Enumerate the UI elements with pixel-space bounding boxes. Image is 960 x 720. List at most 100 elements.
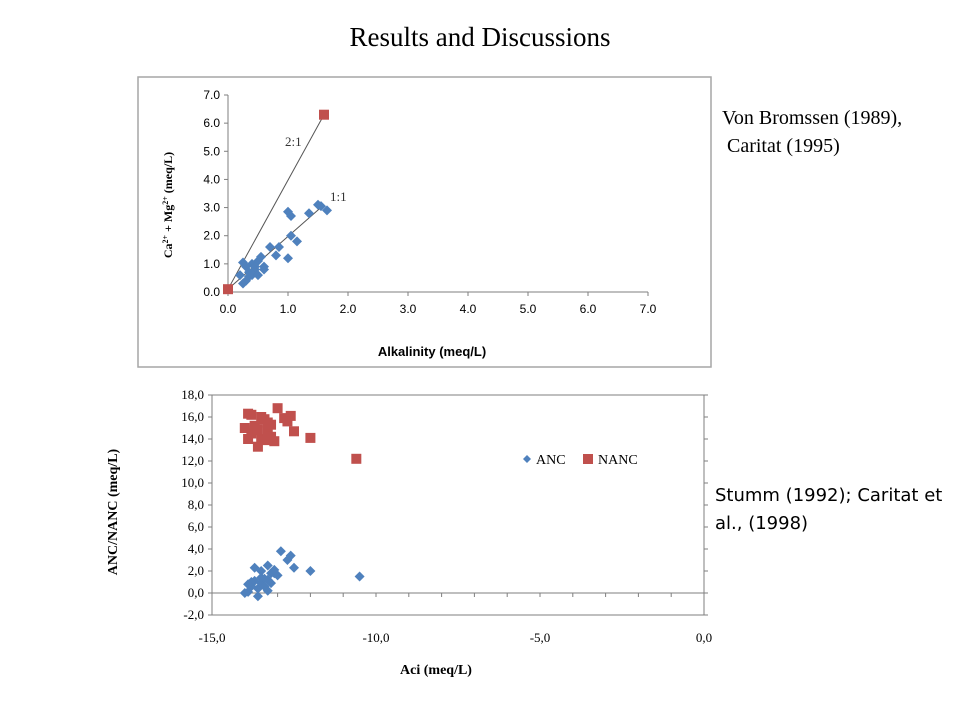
chart2-nanc-point — [262, 426, 273, 437]
chart2-anc-point — [252, 591, 263, 602]
chart2-nanc-point — [351, 453, 362, 464]
chart1-x-tick-label: 3.0 — [400, 302, 417, 316]
chart2-nanc-point — [256, 412, 267, 422]
chart1-annotation-1-1: 1:1 — [330, 189, 347, 204]
chart1-point — [253, 270, 263, 281]
chart1-point — [316, 201, 326, 212]
chart2-nanc-point — [285, 410, 296, 421]
chart2-y-tick-label: 8,0 — [188, 497, 204, 512]
chart1-x-axis-label: Alkalinity (meq/L) — [378, 344, 486, 359]
chart1-point — [238, 278, 248, 289]
chart1-point — [259, 264, 269, 275]
chart2-axes: -2,0 0,0 2,0 4,0 6,0 8,0 10,0 12,0 14,0 16,0 18,0 -… — [181, 387, 712, 645]
legend-nanc-label: NANC — [598, 453, 638, 468]
chart2-y-axis-label: ANC/NANC (meq/L) — [106, 448, 121, 575]
chart1-y-tick-label: 7.0 — [203, 88, 220, 102]
chart2-anc-point — [275, 546, 286, 557]
chart2-x-axis-label: Aci (meq/L) — [400, 663, 472, 678]
page-title: Results and Discussions — [349, 22, 611, 52]
chart2-x-tick-label: -5,0 — [530, 630, 551, 645]
chart2-anc-point — [354, 571, 365, 582]
chart1-point — [274, 241, 284, 252]
chart1-point — [292, 236, 302, 247]
chart1-y-tick-label: 1.0 — [203, 257, 220, 271]
chart1-point — [283, 253, 293, 264]
chart1-point — [304, 208, 314, 219]
chart1-point — [235, 270, 245, 281]
chart1-x-tick-label: 7.0 — [640, 302, 657, 316]
chart1-point — [223, 284, 233, 295]
chart1-y-tick-label: 5.0 — [203, 144, 220, 158]
chart1-x-tick-label: 1.0 — [280, 302, 297, 316]
chart2-nanc-point — [243, 434, 254, 444]
chart1-y-tick-label: 2.0 — [203, 229, 220, 243]
chart2-anc-point — [289, 562, 299, 573]
chart1-point — [322, 205, 332, 216]
chart1-x-tick-label: 6.0 — [580, 302, 597, 316]
chart1-x-tick-label: 0.0 — [220, 302, 237, 316]
chart1-point — [271, 250, 281, 261]
chart2-nanc-point — [272, 403, 283, 414]
chart1-x-tick-label: 5.0 — [520, 302, 537, 316]
chart2-anc-point — [256, 566, 267, 576]
chart2-y-tick-label: -2,0 — [183, 607, 204, 622]
chart2-anc-point — [266, 578, 277, 589]
legend-anc-label: ANC — [536, 453, 566, 468]
chart2-anc-point — [239, 588, 250, 598]
chart2-y-tick-label: 12,0 — [181, 453, 204, 468]
chart1-y-tick-label: 0.0 — [203, 285, 220, 299]
chart2-y-tick-label: 10,0 — [181, 475, 204, 490]
reference-top-line-1: Von Bromssen (1989), — [722, 107, 903, 129]
chart2-x-tick-label: -10,0 — [362, 630, 389, 645]
chart1-y-tick-label: 4.0 — [203, 172, 220, 186]
chart2-y-tick-label: 6,0 — [188, 519, 204, 534]
chart1-point — [319, 109, 329, 120]
chart2-points — [239, 403, 365, 602]
chart1-point — [265, 241, 275, 252]
chart2-y-tick-label: 14,0 — [181, 431, 204, 446]
reference-top-line-2: Caritat (1995) — [722, 135, 840, 157]
chart1-y-tick-label: 6.0 — [203, 116, 220, 130]
chart2-nanc-point — [252, 424, 263, 435]
chart2-plot-area — [211, 394, 705, 616]
chart2-x-tick-label: 0,0 — [696, 630, 712, 645]
chart2-anc-point — [282, 555, 293, 565]
chart1-point — [286, 230, 296, 241]
chart1-point — [250, 261, 260, 272]
chart2-y-tick-label: 16,0 — [181, 409, 204, 424]
chart2-anc-point — [269, 564, 280, 575]
chart2-nanc-point — [305, 432, 316, 443]
chart2-nanc-point — [246, 409, 257, 420]
chart2-y-tick-label: 0,0 — [188, 585, 204, 600]
chart2-nanc-point — [252, 441, 263, 452]
legend-nanc-marker — [583, 454, 593, 464]
chart1-point — [256, 251, 266, 262]
chart1-x-tick-label: 2.0 — [340, 302, 357, 316]
reference-bottom: Stumm (1992); Caritat et al., (1998) — [715, 485, 943, 534]
legend-anc-marker — [523, 455, 531, 463]
chart2-anc-point — [262, 560, 273, 571]
chart1-point — [286, 211, 296, 222]
chart1-point — [244, 271, 254, 282]
chart2-y-tick-label: 18,0 — [181, 387, 204, 402]
chart2-x-tick-label: -15,0 — [198, 630, 225, 645]
chart2-y-tick-label: 2,0 — [188, 563, 204, 578]
chart2-anc-point — [262, 585, 273, 596]
chart2-nanc-point — [262, 434, 273, 444]
chart2-anc-point — [249, 562, 260, 573]
chart2-nanc-point — [239, 423, 250, 433]
chart2-nanc-point — [289, 426, 299, 437]
chart2-anc-point — [305, 566, 316, 576]
chart1-y-axis-label: Ca2+ + Mg2+ (meq/L) — [161, 152, 175, 258]
chart1-y-tick-label: 3.0 — [203, 201, 220, 215]
chart1-x-tick-label: 4.0 — [460, 302, 477, 316]
chart2-anc-point — [243, 579, 254, 590]
chart1-annotation-2-1: 2:1 — [285, 134, 302, 149]
chart1-axes: 0.0 1.0 2.0 3.0 4.0 5.0 6.0 7.0 0.0 1.0 2.0 3.0 4.0 5… — [203, 88, 656, 316]
chart2-nanc-point — [262, 417, 273, 428]
chart2-y-tick-label: 4,0 — [188, 541, 204, 556]
reference-top: Von Bromssen (1989), Caritat (1995) — [722, 104, 902, 160]
chart2-legend: ANC NANC — [523, 453, 638, 468]
